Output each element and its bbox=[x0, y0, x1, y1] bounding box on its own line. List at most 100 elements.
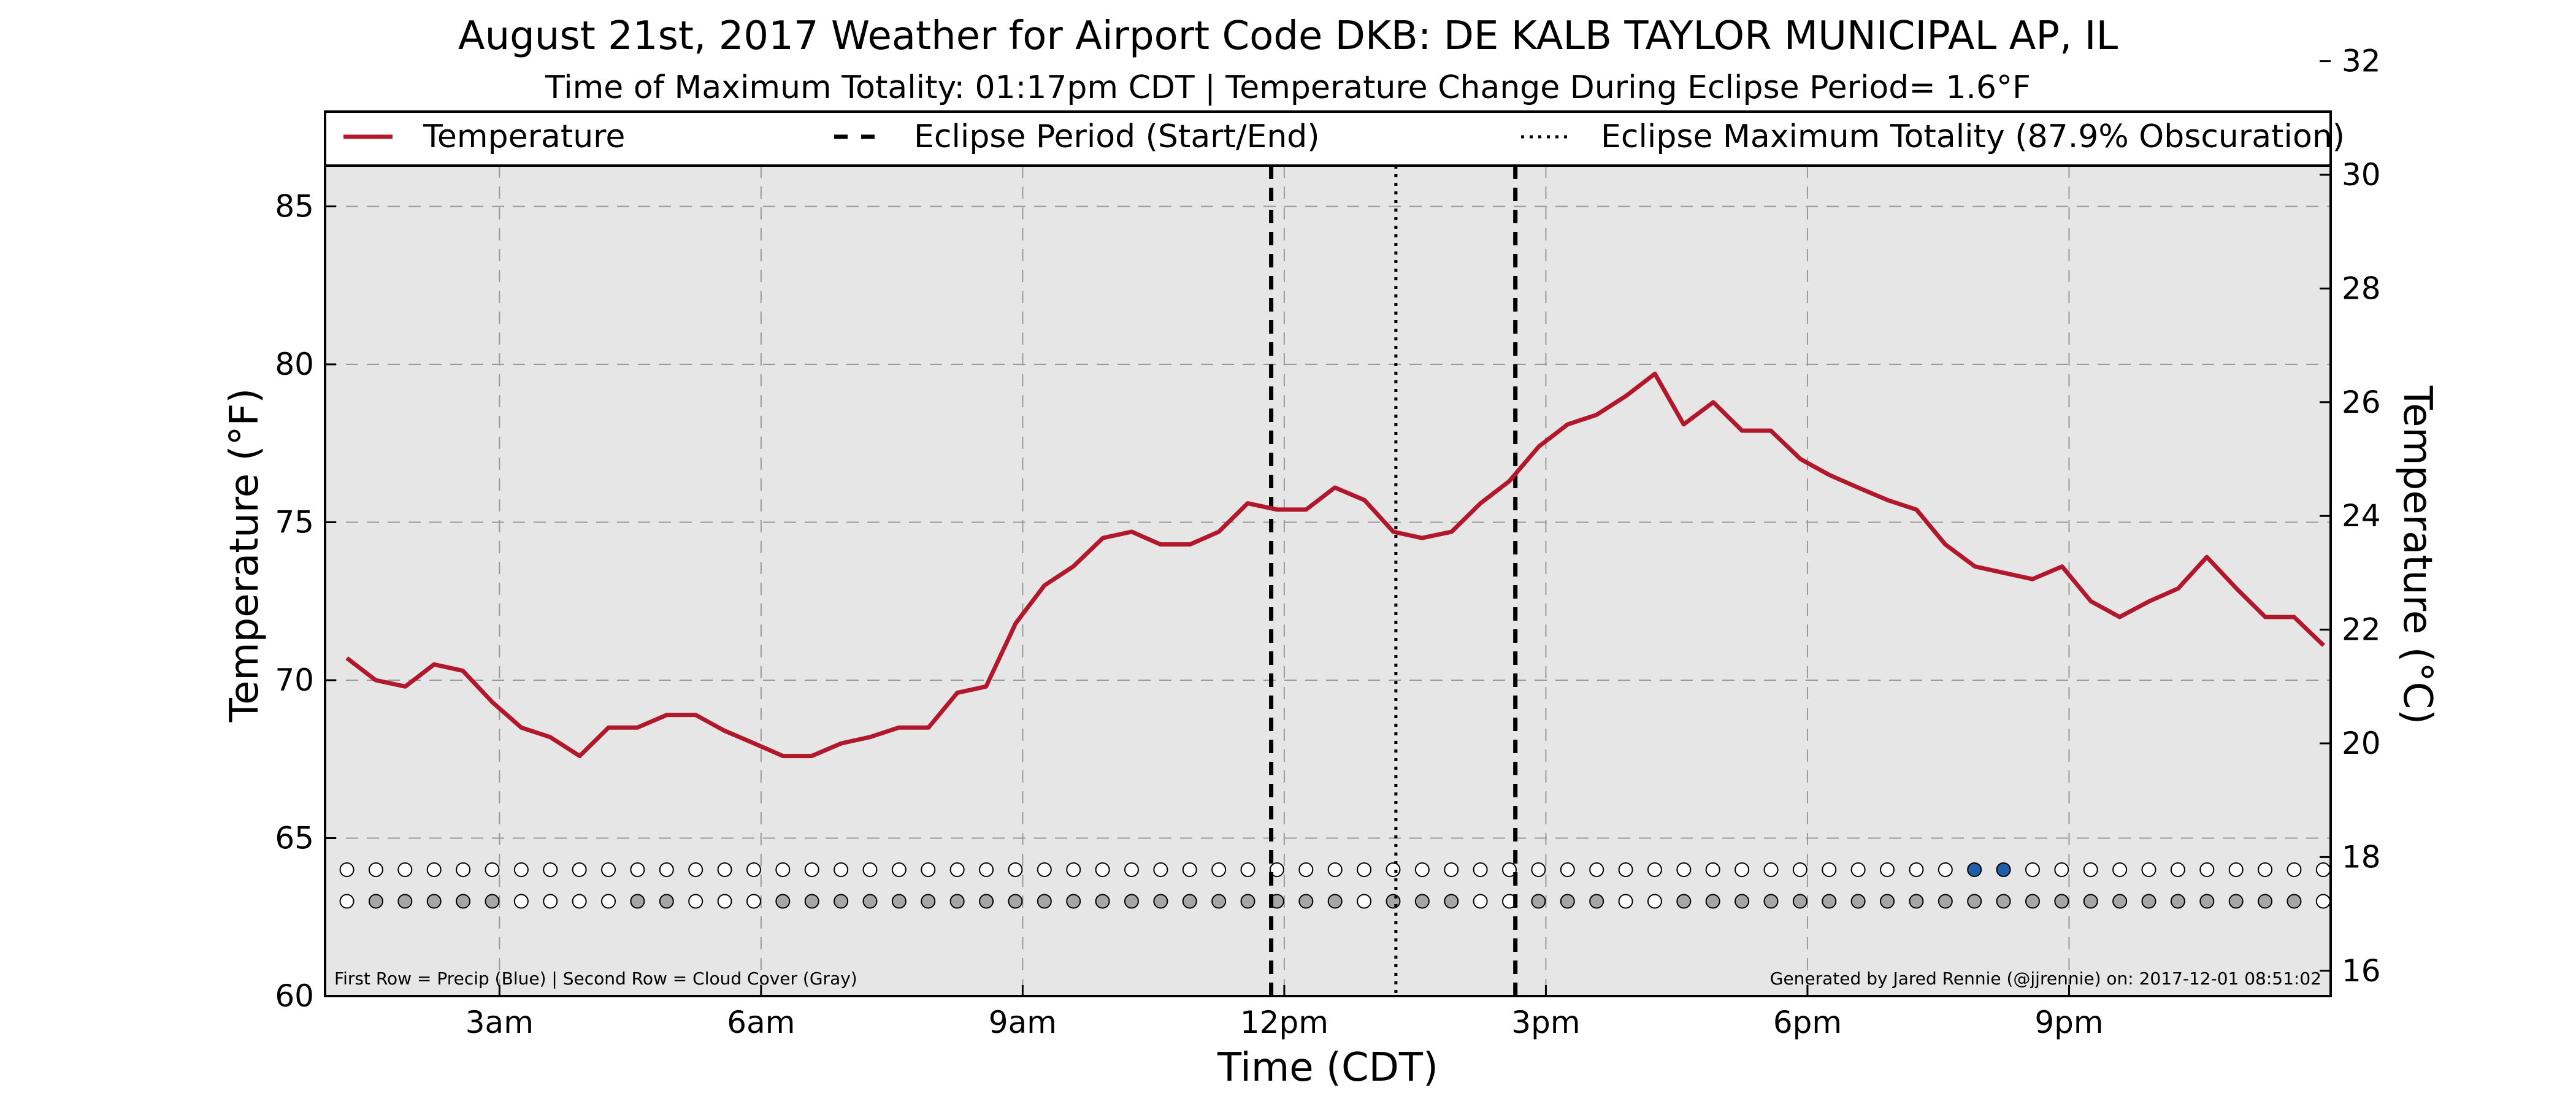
precip-marker bbox=[1153, 862, 1168, 877]
y2-tick-label: 16 bbox=[2342, 953, 2381, 989]
precip-marker bbox=[804, 862, 819, 877]
cloud-marker bbox=[1967, 894, 1982, 909]
cloud-marker bbox=[572, 894, 587, 909]
cloud-marker bbox=[1531, 894, 1546, 909]
precip-marker bbox=[1357, 862, 1372, 877]
cloud-marker bbox=[513, 894, 529, 909]
precip-marker bbox=[1792, 862, 1807, 877]
precip-marker bbox=[1880, 862, 1895, 877]
cloud-marker bbox=[891, 894, 907, 909]
y2-tick-label: 18 bbox=[2342, 839, 2381, 875]
precip-marker bbox=[2287, 862, 2302, 877]
cloud-marker bbox=[1909, 894, 1924, 909]
precip-marker bbox=[1240, 862, 1255, 877]
precip-marker bbox=[921, 862, 936, 877]
cloud-marker bbox=[1298, 894, 1314, 909]
y2-axis-label: Temperature (°C) bbox=[2394, 385, 2440, 724]
y2-tick-label: 32 bbox=[2342, 44, 2381, 79]
precip-marker bbox=[1589, 862, 1604, 877]
y2-tick-label: 24 bbox=[2342, 498, 2381, 534]
precip-marker bbox=[1386, 862, 1401, 877]
y2-tick-label: 28 bbox=[2342, 270, 2381, 306]
cloud-marker bbox=[2025, 894, 2040, 909]
cloud-marker bbox=[2141, 894, 2156, 909]
cloud-marker bbox=[834, 894, 849, 909]
cloud-marker bbox=[1037, 894, 1052, 909]
cloud-marker bbox=[1327, 894, 1343, 909]
x-axis: 3am 6am 9am 12pm 3pm 6pm 9pm bbox=[466, 985, 2104, 1040]
cloud-marker bbox=[601, 894, 616, 909]
precip-marker bbox=[2141, 862, 2156, 877]
precip-marker bbox=[659, 862, 674, 877]
precip-marker bbox=[1414, 862, 1430, 877]
y-tick-label: 60 bbox=[275, 978, 314, 1014]
precip-marker bbox=[2315, 862, 2331, 877]
cloud-marker bbox=[2199, 894, 2215, 909]
precip-marker bbox=[2112, 862, 2128, 877]
cloud-marker bbox=[630, 894, 645, 909]
precip-marker bbox=[456, 862, 471, 877]
precip-marker bbox=[1676, 862, 1692, 877]
cloud-marker bbox=[949, 894, 965, 909]
x-tick-label: 12pm bbox=[1240, 1005, 1328, 1040]
x-tick-label: 9pm bbox=[2034, 1005, 2103, 1040]
x-tick-label: 9am bbox=[989, 1005, 1057, 1040]
cloud-marker bbox=[1589, 894, 1604, 909]
footnote-left: First Row = Precip (Blue) | Second Row =… bbox=[334, 968, 857, 989]
precip-marker bbox=[688, 862, 703, 877]
legend-box bbox=[324, 110, 2332, 167]
precip-marker bbox=[1996, 862, 2011, 877]
precip-marker bbox=[1618, 862, 1633, 877]
precip-marker bbox=[1647, 862, 1662, 877]
cloud-marker bbox=[921, 894, 936, 909]
cloud-marker bbox=[1792, 894, 1807, 909]
cloud-marker bbox=[397, 894, 413, 909]
precip-marker bbox=[775, 862, 791, 877]
precip-marker bbox=[717, 862, 732, 877]
cloud-marker bbox=[485, 894, 500, 909]
cloud-marker bbox=[1560, 894, 1575, 909]
cloud-marker bbox=[1850, 894, 1866, 909]
cloud-marker bbox=[1996, 894, 2011, 909]
cloud-marker bbox=[2315, 894, 2331, 909]
precip-marker bbox=[426, 862, 442, 877]
cloud-marker bbox=[1822, 894, 1837, 909]
cloud-marker bbox=[775, 894, 791, 909]
cloud-marker bbox=[862, 894, 878, 909]
cloud-marker bbox=[2054, 894, 2069, 909]
precip-marker bbox=[1066, 862, 1081, 877]
precip-marker bbox=[1735, 862, 1750, 877]
cloud-marker bbox=[804, 894, 819, 909]
cloud-marker bbox=[979, 894, 994, 909]
y2-tick-label: 26 bbox=[2342, 385, 2381, 420]
eclipse-lines bbox=[1269, 166, 1518, 996]
cloud-marker bbox=[717, 894, 732, 909]
x-axis-label: Time (CDT) bbox=[1217, 1045, 1438, 1091]
chart-title: August 21st, 2017 Weather for Airport Co… bbox=[458, 13, 2118, 59]
cloud-marker bbox=[1211, 894, 1227, 909]
cloud-marker bbox=[2112, 894, 2128, 909]
cloud-marker bbox=[688, 894, 703, 909]
precip-marker bbox=[368, 862, 383, 877]
cloud-marker bbox=[746, 894, 761, 909]
precip-marker bbox=[1008, 862, 1023, 877]
precip-marker bbox=[572, 862, 587, 877]
cloud-marker bbox=[2287, 894, 2302, 909]
x-tick-label: 3am bbox=[466, 1005, 534, 1040]
y-tick-label: 75 bbox=[275, 505, 314, 540]
y-tick-label: 85 bbox=[275, 189, 314, 224]
precip-marker bbox=[2083, 862, 2098, 877]
precip-marker bbox=[601, 862, 616, 877]
precip-marker bbox=[1850, 862, 1866, 877]
precip-marker bbox=[1211, 862, 1227, 877]
precip-marker bbox=[2258, 862, 2273, 877]
series-line-temperature bbox=[345, 371, 2326, 759]
cloud-marker bbox=[1676, 894, 1692, 909]
precip-marker bbox=[513, 862, 529, 877]
cloud-marker bbox=[1095, 894, 1110, 909]
precip-marker bbox=[746, 862, 761, 877]
precip-marker bbox=[1444, 862, 1459, 877]
cloud-marker bbox=[1357, 894, 1372, 909]
y-axis-label: Temperature (°F) bbox=[222, 388, 267, 723]
